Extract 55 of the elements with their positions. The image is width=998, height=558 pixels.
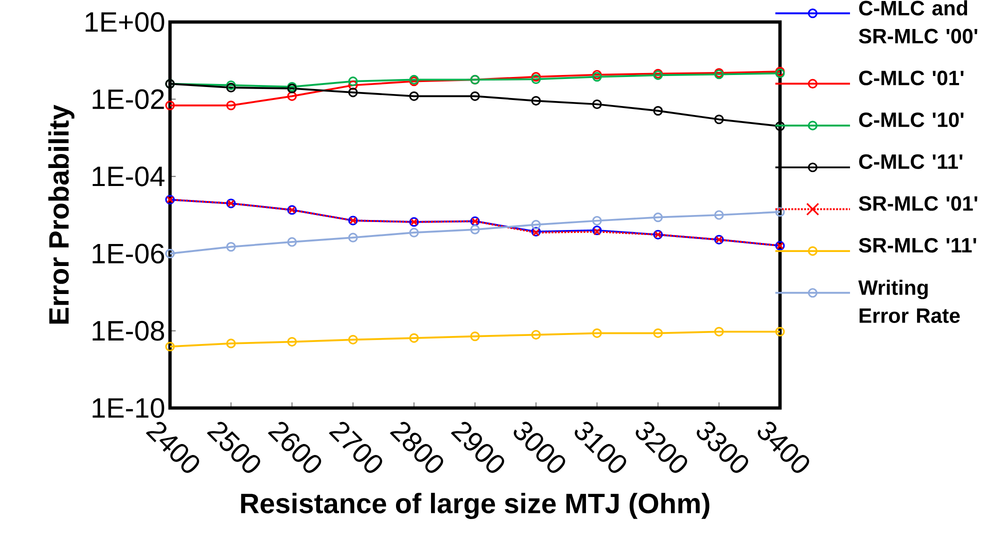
legend-label: SR-MLC '01' (858, 196, 978, 211)
point (775, 207, 785, 217)
point (592, 70, 602, 80)
point (287, 237, 297, 247)
point (165, 248, 175, 258)
point (470, 224, 480, 234)
point (226, 82, 236, 92)
point (592, 226, 602, 236)
point (409, 228, 419, 238)
point (653, 106, 663, 116)
legend-label: C-MLC '11' (859, 154, 962, 169)
y-axis-title: Error Probability (48, 104, 74, 324)
y-tick-label: 1E-08 (92, 320, 164, 341)
y-tick-label: 1E+00 (86, 12, 164, 32)
point (226, 242, 236, 252)
point (592, 328, 602, 338)
point (287, 91, 297, 101)
point (714, 326, 724, 336)
point (165, 100, 175, 110)
y-tick-label: 1E-06 (92, 244, 164, 264)
point (348, 88, 358, 98)
point (226, 338, 236, 348)
point (592, 99, 602, 110)
point (348, 80, 358, 90)
point (531, 330, 541, 340)
point (653, 328, 663, 338)
point (714, 210, 724, 220)
point (592, 216, 602, 226)
point (226, 80, 236, 90)
point (348, 76, 358, 86)
point (531, 220, 541, 230)
legend-label: C-MLC '10' (859, 112, 964, 128)
legend-label: Writing Error Rate (858, 280, 960, 323)
point (348, 334, 358, 344)
point (348, 232, 358, 242)
point (531, 96, 541, 106)
legend-label: C-MLC '01' (859, 70, 964, 86)
y-tick-label: 1E-10 (92, 398, 164, 418)
point (470, 91, 480, 101)
point (287, 336, 297, 347)
x-axis-title: Resistance of large size MTJ (Ohm) (241, 492, 710, 520)
point (226, 100, 236, 110)
point (775, 121, 785, 131)
point (653, 212, 663, 222)
legend-label: C-MLC and SR-MLC '00' (858, 0, 978, 44)
point (470, 332, 480, 342)
point (714, 114, 724, 124)
y-tick-label: 1E-04 (92, 166, 164, 186)
point (409, 333, 419, 343)
point (592, 72, 602, 82)
point (165, 342, 175, 352)
y-tick-label: 1E-02 (92, 89, 164, 110)
point (409, 91, 419, 101)
legend-label: SR-MLC '11' (858, 238, 976, 253)
point (775, 326, 785, 336)
